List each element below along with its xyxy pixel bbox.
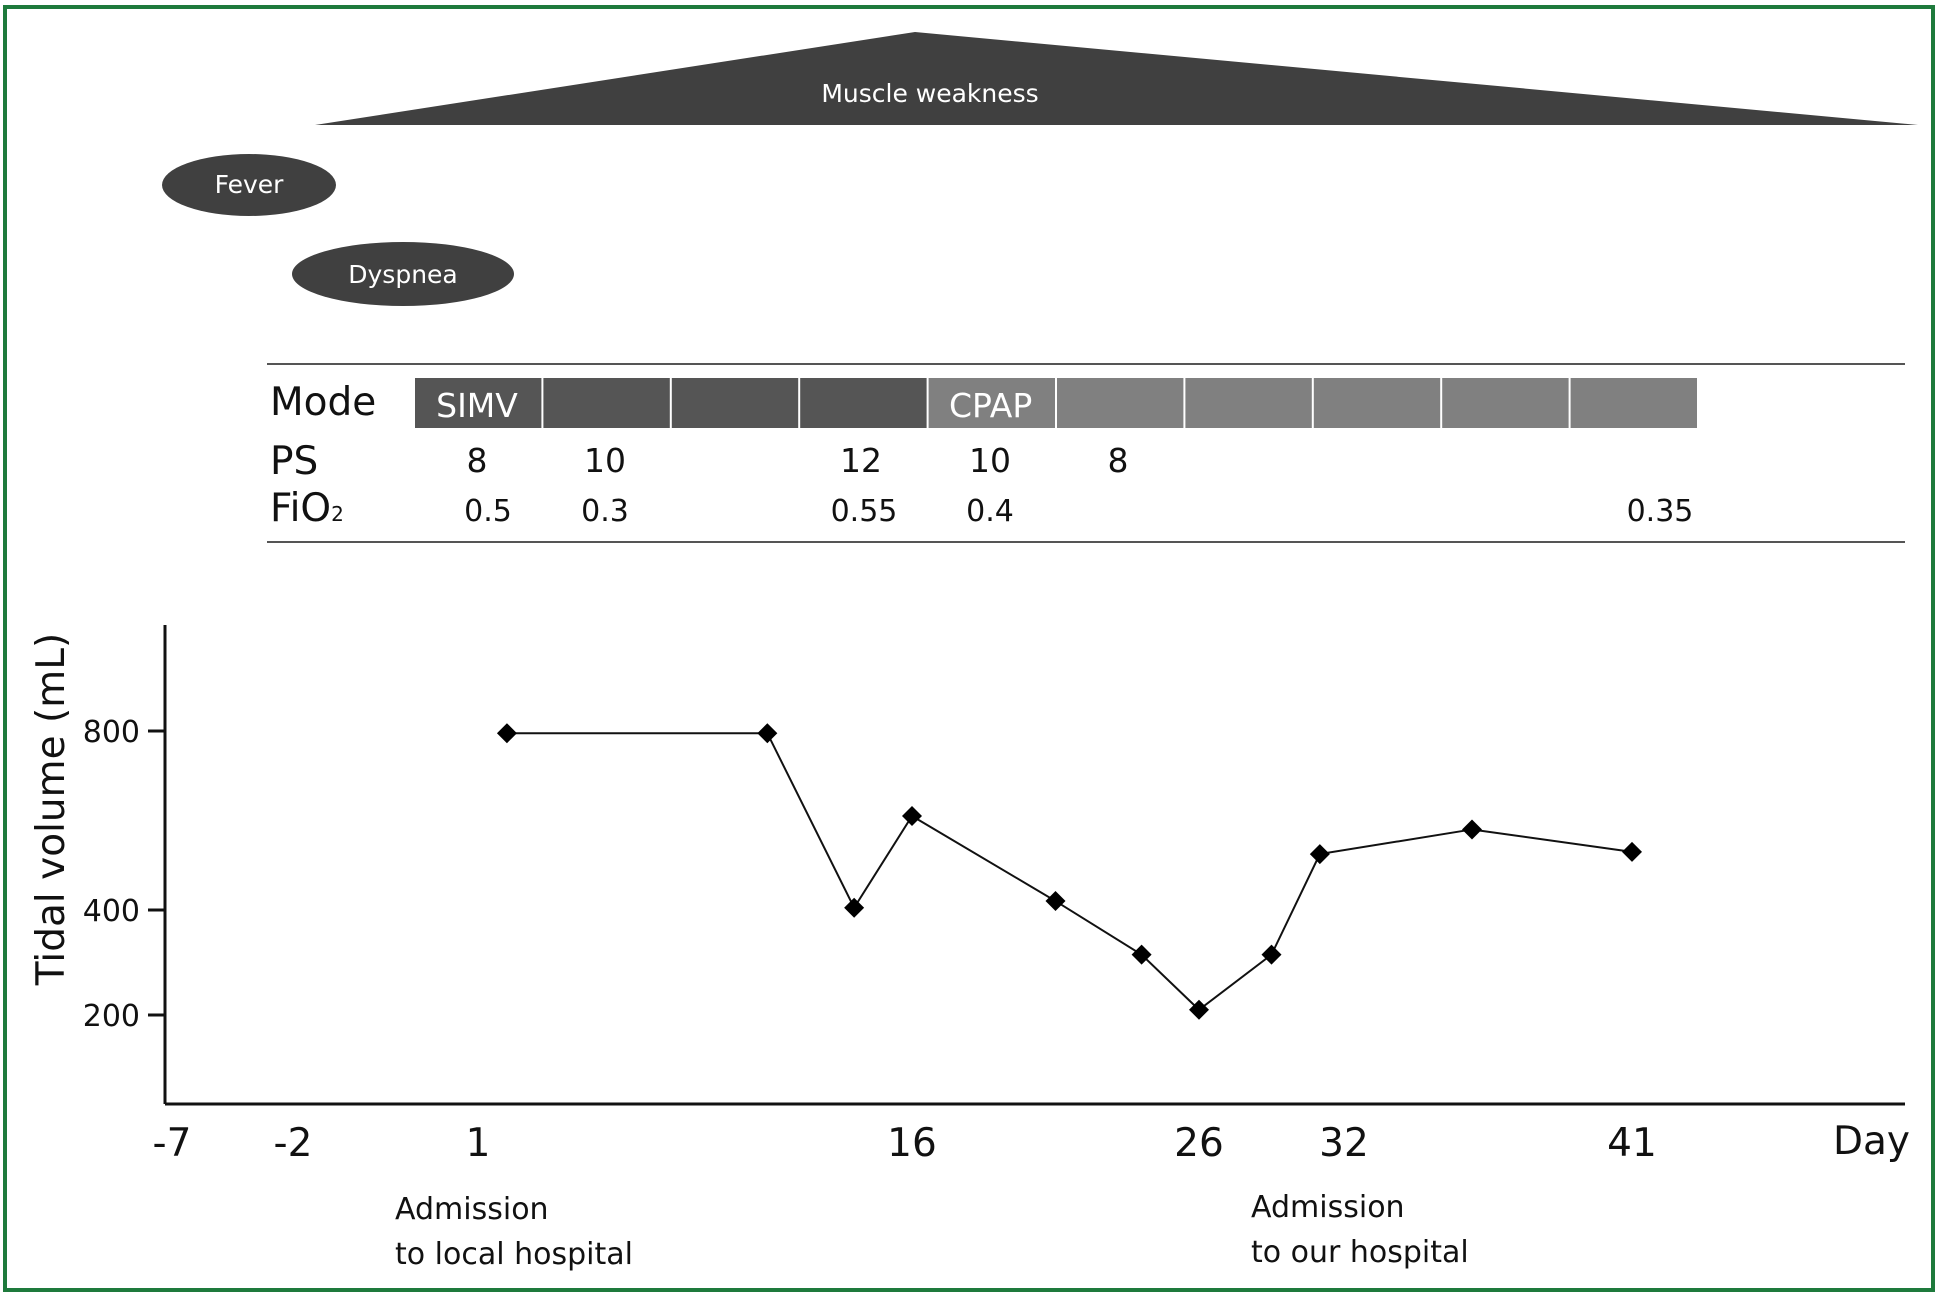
fio2-value: 0.35: [1627, 494, 1694, 529]
fever-shape: [162, 154, 336, 216]
fio2-value: 0.55: [831, 494, 898, 529]
x-axis-title: Day: [1833, 1119, 1910, 1164]
x-tick-label: 26: [1174, 1121, 1224, 1166]
mode-segment-label: CPAP: [949, 386, 1032, 425]
ps-values: 8 10 12 10 8: [467, 441, 1129, 480]
y-ticks: 800 400 200: [83, 715, 165, 1034]
ps-value: 10: [969, 441, 1011, 480]
data-point-marker: [1462, 819, 1482, 840]
y-tick-label: 800: [83, 715, 140, 750]
x-tick-label: 16: [887, 1121, 937, 1166]
data-point-marker: [1622, 841, 1642, 862]
fio2-subscript: 2: [331, 502, 344, 526]
x-tick-label: -2: [274, 1121, 313, 1166]
dyspnea-shape: [292, 242, 514, 306]
data-point-marker: [844, 897, 865, 918]
mode-segment: [415, 378, 542, 428]
annotation-line: to our hospital: [1251, 1235, 1469, 1270]
mode-segment: [1185, 378, 1312, 428]
annotation-line: to local hospital: [395, 1237, 633, 1272]
data-point-marker: [757, 723, 778, 744]
muscle-weakness-shape: [315, 32, 1918, 125]
mode-row-label: Mode: [270, 380, 376, 425]
x-tick-label: -7: [153, 1121, 192, 1166]
muscle-weakness-label: Muscle weakness: [821, 79, 1038, 108]
data-point-marker: [902, 806, 922, 827]
fio2-value: 0.4: [966, 494, 1014, 529]
data-point-marker: [1309, 844, 1330, 865]
mode-bar: SIMV CPAP: [415, 378, 1697, 428]
mode-segment: [928, 378, 1055, 428]
ps-value: 12: [840, 441, 882, 480]
fio2-main: FiO: [270, 486, 331, 531]
annotation-line: Admission: [395, 1192, 549, 1227]
data-point-marker: [1131, 944, 1152, 965]
mode-segment: [1442, 378, 1569, 428]
y-tick-label: 400: [83, 894, 140, 929]
mode-segment-label: SIMV: [436, 386, 518, 425]
mode-segment: [1570, 378, 1697, 428]
data-point-marker: [1189, 999, 1209, 1020]
mode-segment: [671, 378, 799, 428]
annotation-local-admission: Admission to local hospital: [395, 1192, 633, 1272]
fio2-row-label: FiO2: [270, 486, 344, 531]
data-point-marker: [1045, 891, 1066, 912]
annotation-line: Admission: [1251, 1190, 1405, 1225]
x-tick-label: 32: [1319, 1121, 1369, 1166]
series-line: [506, 732, 1633, 1012]
annotation-our-admission: Admission to our hospital: [1251, 1190, 1469, 1270]
tidal-volume-series: [496, 723, 1642, 1020]
figure-frame: [3, 5, 1935, 1292]
ps-value: 10: [584, 441, 626, 480]
ps-value: 8: [467, 441, 488, 480]
mode-segment: [1057, 378, 1184, 428]
ps-value: 8: [1108, 441, 1129, 480]
x-ticks: -7 -2 1 16 26 32 41: [153, 1121, 1657, 1166]
fio2-values: 0.5 0.3 0.55 0.4 0.35: [464, 494, 1693, 529]
mode-segment: [1313, 378, 1441, 428]
fever-label: Fever: [215, 170, 285, 199]
y-axis-title: Tidal volume (mL): [29, 633, 74, 986]
fio2-value: 0.3: [581, 494, 629, 529]
mode-segment: [800, 378, 927, 428]
x-tick-label: 41: [1607, 1121, 1657, 1166]
fio2-value: 0.5: [464, 494, 512, 529]
ps-row-label: PS: [270, 439, 318, 484]
x-tick-label: 1: [466, 1121, 491, 1166]
y-tick-label: 200: [83, 999, 140, 1034]
data-point-marker: [496, 723, 517, 744]
dyspnea-label: Dyspnea: [348, 260, 458, 289]
mode-segment: [543, 378, 670, 428]
data-point-marker: [1261, 944, 1282, 965]
